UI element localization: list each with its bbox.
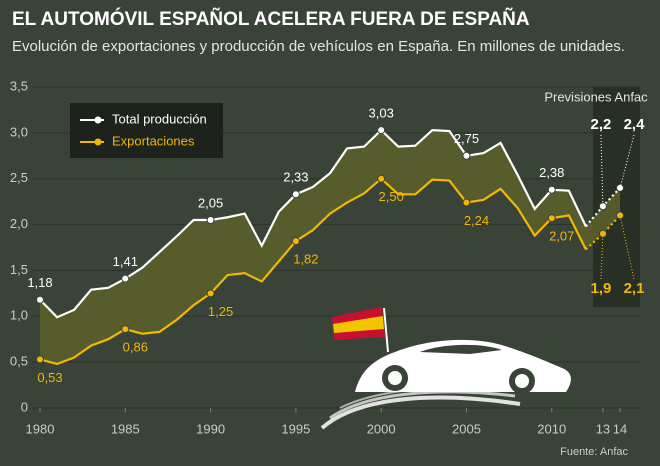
- forecast-annotation: Previsiones Anfac: [544, 89, 648, 104]
- data-label: 2,75: [454, 131, 479, 146]
- legend-dot: [94, 138, 102, 146]
- leader-line: [619, 215, 635, 280]
- data-label: 2,38: [539, 165, 564, 180]
- data-point: [121, 325, 130, 334]
- x-tick-label: 1980: [26, 421, 55, 436]
- data-label: 2,24: [464, 213, 489, 228]
- data-label: 1,18: [27, 275, 52, 290]
- data-label: 2,4: [624, 116, 646, 133]
- source: Fuente: Anfac: [560, 446, 628, 458]
- data-label: 2,07: [549, 229, 574, 244]
- x-tick-label: 1995: [281, 421, 310, 436]
- data-label: 2,2: [591, 116, 612, 133]
- y-tick-label: 1,0: [10, 308, 28, 323]
- data-label: 1,9: [591, 280, 612, 297]
- data-point: [291, 237, 300, 246]
- data-point: [598, 202, 607, 211]
- data-label: 2,05: [198, 195, 223, 210]
- line: [39, 177, 587, 366]
- data-point: [206, 215, 215, 224]
- data-point: [206, 289, 215, 298]
- data-point: [547, 214, 556, 223]
- band-fill: [40, 130, 620, 364]
- data-label: 3,03: [369, 106, 394, 121]
- data-point: [121, 274, 130, 283]
- x-tick-label: 1990: [196, 421, 225, 436]
- data-point: [547, 185, 556, 194]
- x-tick-label: 1985: [111, 421, 140, 436]
- y-tick-label: 2,0: [10, 216, 28, 231]
- data-point: [616, 211, 624, 220]
- y-tick-label: 1,5: [10, 262, 28, 277]
- x-tick-label: 2000: [367, 421, 396, 436]
- line: [39, 128, 587, 319]
- data-point: [377, 174, 386, 183]
- data-point: [291, 190, 300, 199]
- data-point: [36, 355, 44, 364]
- x-tick-label: 13: [596, 421, 610, 436]
- y-tick-label: 3,0: [10, 124, 28, 139]
- x-tick-label: 2005: [452, 421, 481, 436]
- y-tick-label: 0,5: [10, 354, 28, 369]
- legend-box: [70, 103, 223, 158]
- chart-subtitle: Evolución de exportaciones y producción …: [12, 38, 625, 55]
- y-tick-label: 2,5: [10, 170, 28, 185]
- chart-title: EL AUTOMÓVIL ESPAÑOL ACELERA FUERA DE ES…: [12, 8, 530, 30]
- data-label: 2,1: [624, 280, 645, 297]
- legend-label: Total producción: [112, 111, 207, 126]
- data-point: [462, 198, 471, 207]
- data-label: 2,33: [283, 170, 308, 185]
- data-point: [36, 295, 44, 304]
- car-illustration: [320, 307, 571, 430]
- y-tick-label: 3,5: [10, 78, 28, 93]
- data-point: [462, 151, 471, 160]
- x-tick-label: 2010: [537, 421, 566, 436]
- data-label: 0,53: [37, 370, 62, 385]
- y-tick-label: 0: [21, 399, 28, 414]
- data-point: [377, 126, 386, 135]
- legend-label: Exportaciones: [112, 133, 195, 148]
- legend-dot: [94, 116, 102, 124]
- data-label: 1,41: [113, 254, 138, 269]
- x-tick-label: 14: [613, 421, 627, 436]
- leader-line: [619, 134, 635, 189]
- data-label: 1,25: [208, 304, 233, 319]
- data-label: 2,50: [379, 189, 404, 204]
- data-label: 1,82: [293, 252, 318, 267]
- data-label: 0,86: [123, 340, 148, 355]
